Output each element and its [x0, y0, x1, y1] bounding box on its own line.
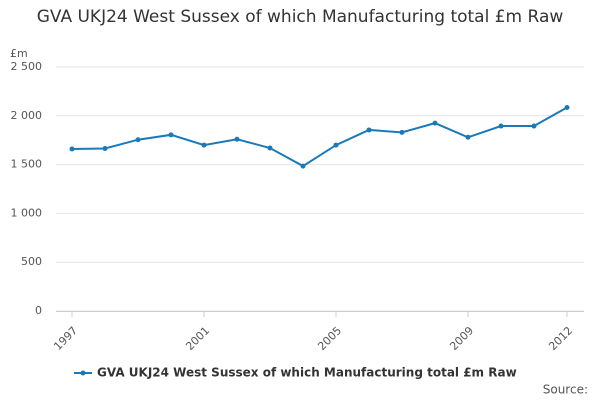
point [531, 123, 537, 129]
point [432, 120, 438, 126]
point [201, 142, 207, 148]
y-axis-label: £m [10, 47, 28, 60]
y-tick-label: 0 [35, 304, 42, 317]
point [498, 123, 504, 129]
x-tick-label: 1997 [51, 324, 80, 353]
y-tick-label: 1 000 [11, 206, 43, 219]
x-tick-label: 2012 [546, 324, 575, 353]
x-tick-label: 2005 [315, 324, 344, 353]
point [69, 146, 75, 152]
point [102, 145, 108, 151]
point [135, 137, 141, 143]
point [267, 145, 273, 151]
series-line [71, 106, 568, 168]
legend-marker [80, 370, 86, 376]
legend-label: GVA UKJ24 West Sussex of which Manufactu… [97, 366, 517, 380]
y-tick-label: 2 000 [11, 109, 43, 122]
y-tick-label: 500 [21, 255, 42, 268]
y-tick-label: 2 500 [11, 60, 43, 73]
point [564, 105, 570, 111]
point [168, 132, 174, 138]
point [333, 142, 339, 148]
x-tick-label: 2001 [183, 324, 212, 353]
point [465, 134, 471, 140]
point [234, 136, 240, 142]
x-tick-label: 2009 [447, 324, 476, 353]
point [366, 127, 372, 133]
point [399, 129, 405, 135]
y-tick-label: 1 500 [11, 158, 43, 171]
title-box: GVA UKJ24 West Sussex of which Manufactu… [36, 7, 564, 27]
source: Source: [543, 383, 588, 397]
point [300, 163, 306, 169]
chart-title: GVA UKJ24 West Sussex of which Manufactu… [36, 7, 564, 27]
